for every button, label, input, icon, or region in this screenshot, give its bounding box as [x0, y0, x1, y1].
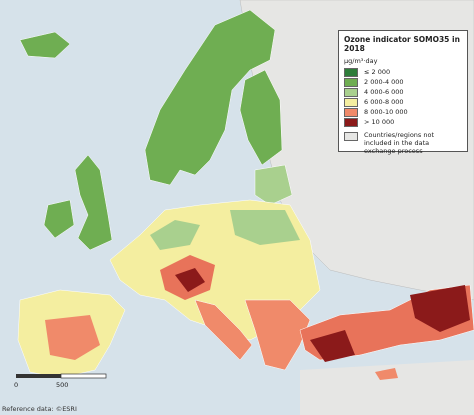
legend-label: ≤ 2 000 [364, 68, 391, 76]
region-scandinavia [144, 9, 276, 186]
region-turkey-west [310, 330, 355, 362]
scale-label: 500 [56, 381, 69, 389]
legend-swatch [344, 117, 358, 127]
legend-label: 6 000-8 000 [364, 98, 404, 106]
region-iceland [19, 31, 71, 59]
legend-swatch [344, 77, 358, 87]
region-north-sea-coast [150, 220, 200, 250]
legend-row: > 10 000 [344, 117, 462, 127]
legend-swatch [344, 67, 358, 77]
legend-label: 8 000-10 000 [364, 108, 408, 116]
legend-label: 2 000-4 000 [364, 78, 404, 86]
legend-unit: μg/m³·day [344, 57, 378, 65]
reference-note: Reference data: ©ESRI [2, 405, 77, 413]
region-baltics [254, 164, 293, 206]
region-italy [194, 299, 253, 361]
legend-row: 6 000-8 000 [344, 97, 462, 107]
scale-segment [60, 373, 107, 379]
legend-row: ≤ 2 000 [344, 67, 462, 77]
legend-title: Ozone indicator SOMO35 in 2018 [344, 35, 460, 53]
legend-label: Countries/regions not included in the da… [364, 131, 435, 155]
region-uk [74, 154, 113, 251]
region-cyprus [375, 368, 398, 380]
scale-bar: 0 500 [6, 372, 126, 389]
legend-row: 2 000-4 000 [344, 77, 462, 87]
region-poland [230, 210, 300, 245]
land-excluded [300, 360, 474, 415]
scale-graphic [16, 373, 107, 379]
legend-row: Countries/regions not included in the da… [344, 131, 462, 155]
region-balkans [244, 299, 311, 371]
legend-items: ≤ 2 000 2 000-4 000 4 000-6 000 6 000-8 000… [344, 67, 462, 127]
legend-swatch [344, 107, 358, 117]
region-turkey-east [410, 285, 470, 332]
legend-label: > 10 000 [364, 118, 395, 126]
region-finland [239, 69, 283, 166]
legend-swatch [344, 97, 358, 107]
region-ireland [43, 199, 75, 239]
region-spain-center [45, 315, 100, 360]
scale-label: 0 [14, 381, 19, 389]
legend-swatch [344, 132, 358, 141]
legend-label: 4 000-6 000 [364, 88, 404, 96]
region-po-valley [175, 268, 205, 292]
legend-row: 8 000-10 000 [344, 107, 462, 117]
legend-swatch [344, 87, 358, 97]
scale-segment [16, 374, 61, 378]
legend: Ozone indicator SOMO35 in 2018 μg/m³·day… [338, 30, 468, 155]
legend-row: 4 000-6 000 [344, 87, 462, 97]
